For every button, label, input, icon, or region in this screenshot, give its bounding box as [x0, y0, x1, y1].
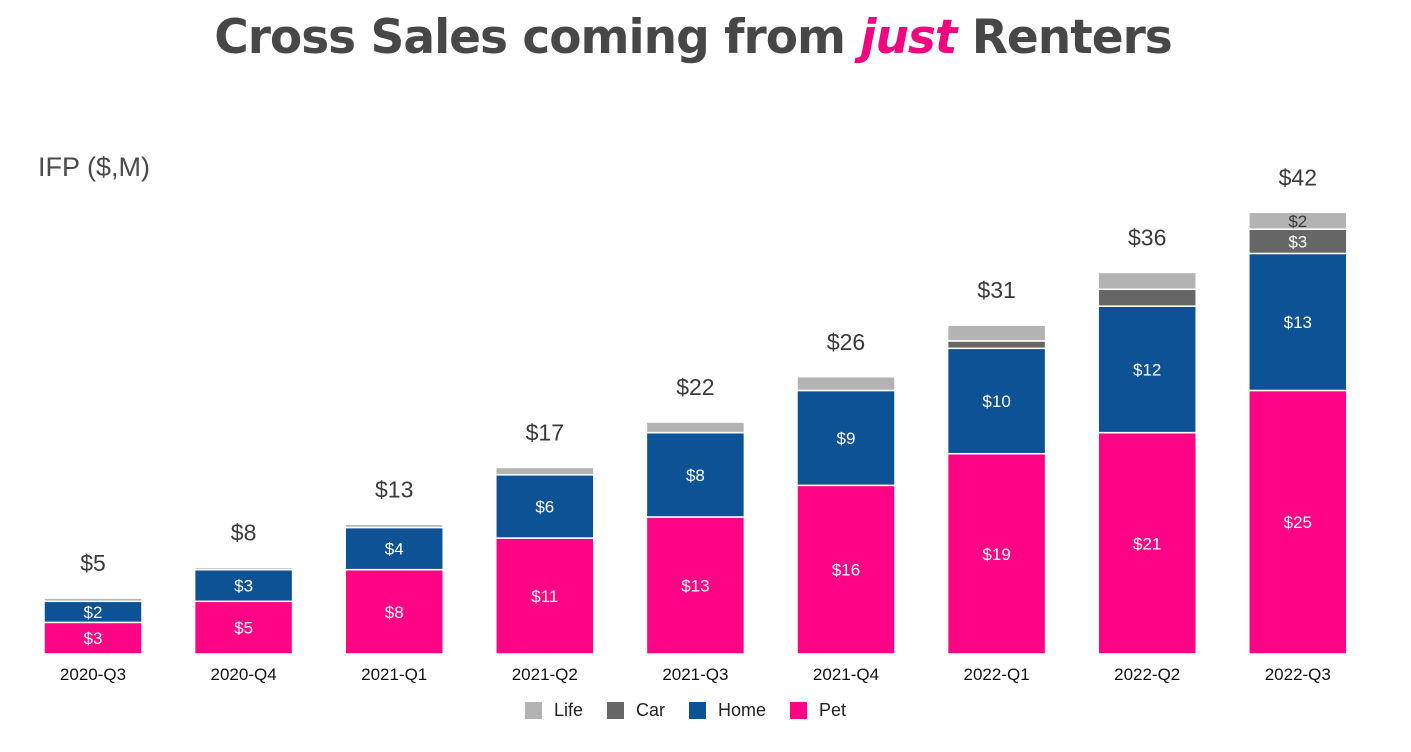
legend-label: Home	[718, 700, 767, 720]
legend-swatch	[524, 702, 542, 719]
bar-segment-pet	[193, 600, 294, 655]
bar-segment-home	[1097, 305, 1197, 434]
chart-title: Cross Sales coming from just Renters	[0, 10, 1386, 65]
stacked-bar-chart: $3$2$52020-Q3$5$3$82020-Q4$8$4$132021-Q1…	[43, 164, 1348, 684]
bar-segment-life	[43, 597, 143, 603]
legend-item-life: Life	[524, 700, 583, 721]
total-label: $17	[526, 419, 564, 445]
data-label-home: $13	[1284, 313, 1312, 332]
bar-segment-life	[193, 566, 294, 571]
data-label-pet: $8	[385, 603, 404, 622]
x-tick-label: 2021-Q1	[361, 665, 427, 684]
legend-label: Life	[553, 700, 583, 720]
legend-item-pet: Pet	[790, 700, 846, 721]
data-label-home: $9	[837, 429, 856, 448]
legend-item-home: Home	[689, 700, 766, 721]
bar-segment-pet	[1097, 431, 1197, 655]
bar-segment-pet	[796, 484, 896, 655]
title-emphasis: just	[860, 10, 957, 65]
bar-segment-life	[1097, 271, 1197, 291]
legend-swatch	[606, 702, 624, 719]
total-label: $5	[80, 550, 106, 576]
data-label-pet: $13	[681, 576, 709, 595]
x-tick-label: 2020-Q4	[211, 665, 277, 684]
total-label: $22	[676, 374, 714, 400]
data-label-home: $10	[982, 392, 1010, 411]
bar-segment-life	[796, 376, 896, 392]
x-tick-label: 2022-Q1	[964, 665, 1030, 684]
total-label: $31	[977, 277, 1015, 303]
bar-segment-pet	[946, 452, 1047, 655]
x-tick-label: 2021-Q4	[813, 665, 879, 684]
bar-segment-car	[1248, 228, 1348, 255]
data-label-home: $6	[535, 497, 554, 516]
x-tick-label: 2021-Q2	[512, 665, 578, 684]
total-label: $42	[1279, 164, 1317, 190]
bar-segment-home	[946, 347, 1047, 455]
data-label-home: $12	[1133, 360, 1161, 379]
y-axis-label: IFP ($,M)	[38, 152, 151, 182]
bar-segment-home	[796, 389, 896, 487]
x-tick-label: 2021-Q3	[662, 665, 728, 684]
total-label: $8	[231, 520, 257, 546]
bar-segment-life	[645, 421, 746, 434]
bar-segment-car	[1097, 288, 1197, 307]
legend-item-car: Car	[606, 700, 665, 721]
data-label-pet: $19	[982, 545, 1010, 564]
x-tick-label: 2022-Q3	[1265, 665, 1331, 684]
data-label-pet: $21	[1133, 534, 1161, 553]
bar-segment-pet	[344, 568, 444, 655]
data-label-car: $3	[1288, 232, 1307, 251]
title-prefix: Cross Sales coming from	[214, 10, 861, 65]
bar-segment-home	[1248, 252, 1348, 392]
legend-label: Pet	[819, 700, 847, 720]
x-tick-label: 2020-Q3	[60, 665, 126, 684]
data-label-home: $4	[385, 540, 404, 559]
data-label-home: $3	[234, 576, 253, 595]
chart-legend: Life Car Home Pet	[0, 700, 1371, 721]
data-label-pet: $25	[1284, 513, 1312, 532]
bar-segment-life	[946, 324, 1047, 342]
bar-segment-life	[1248, 211, 1348, 230]
total-label: $36	[1128, 224, 1166, 250]
legend-swatch	[790, 702, 808, 719]
bar-segment-home	[645, 431, 746, 518]
bar-segment-home	[344, 526, 444, 571]
data-label-home: $2	[84, 603, 103, 622]
data-label-pet: $16	[832, 561, 860, 580]
bar-segment-pet	[495, 537, 595, 655]
legend-swatch	[689, 702, 706, 719]
data-label-home: $8	[686, 466, 705, 485]
data-label-life: $2	[1288, 212, 1307, 231]
data-label-pet: $3	[84, 629, 103, 648]
x-tick-label: 2022-Q2	[1114, 665, 1180, 684]
bar-segment-life	[495, 466, 595, 476]
bar-segment-pet	[645, 516, 746, 655]
total-label: $13	[375, 476, 413, 502]
data-label-pet: $5	[234, 619, 253, 638]
bar-segment-life	[344, 523, 444, 529]
bar-segment-pet	[1248, 389, 1348, 655]
bar-segment-pet	[43, 621, 143, 655]
total-label: $26	[827, 329, 865, 355]
data-label-pet: $11	[531, 587, 558, 606]
bar-segment-home	[193, 568, 294, 603]
title-suffix: Renters	[956, 10, 1173, 65]
legend-label: Car	[635, 700, 665, 720]
bar-segment-car	[946, 340, 1047, 350]
